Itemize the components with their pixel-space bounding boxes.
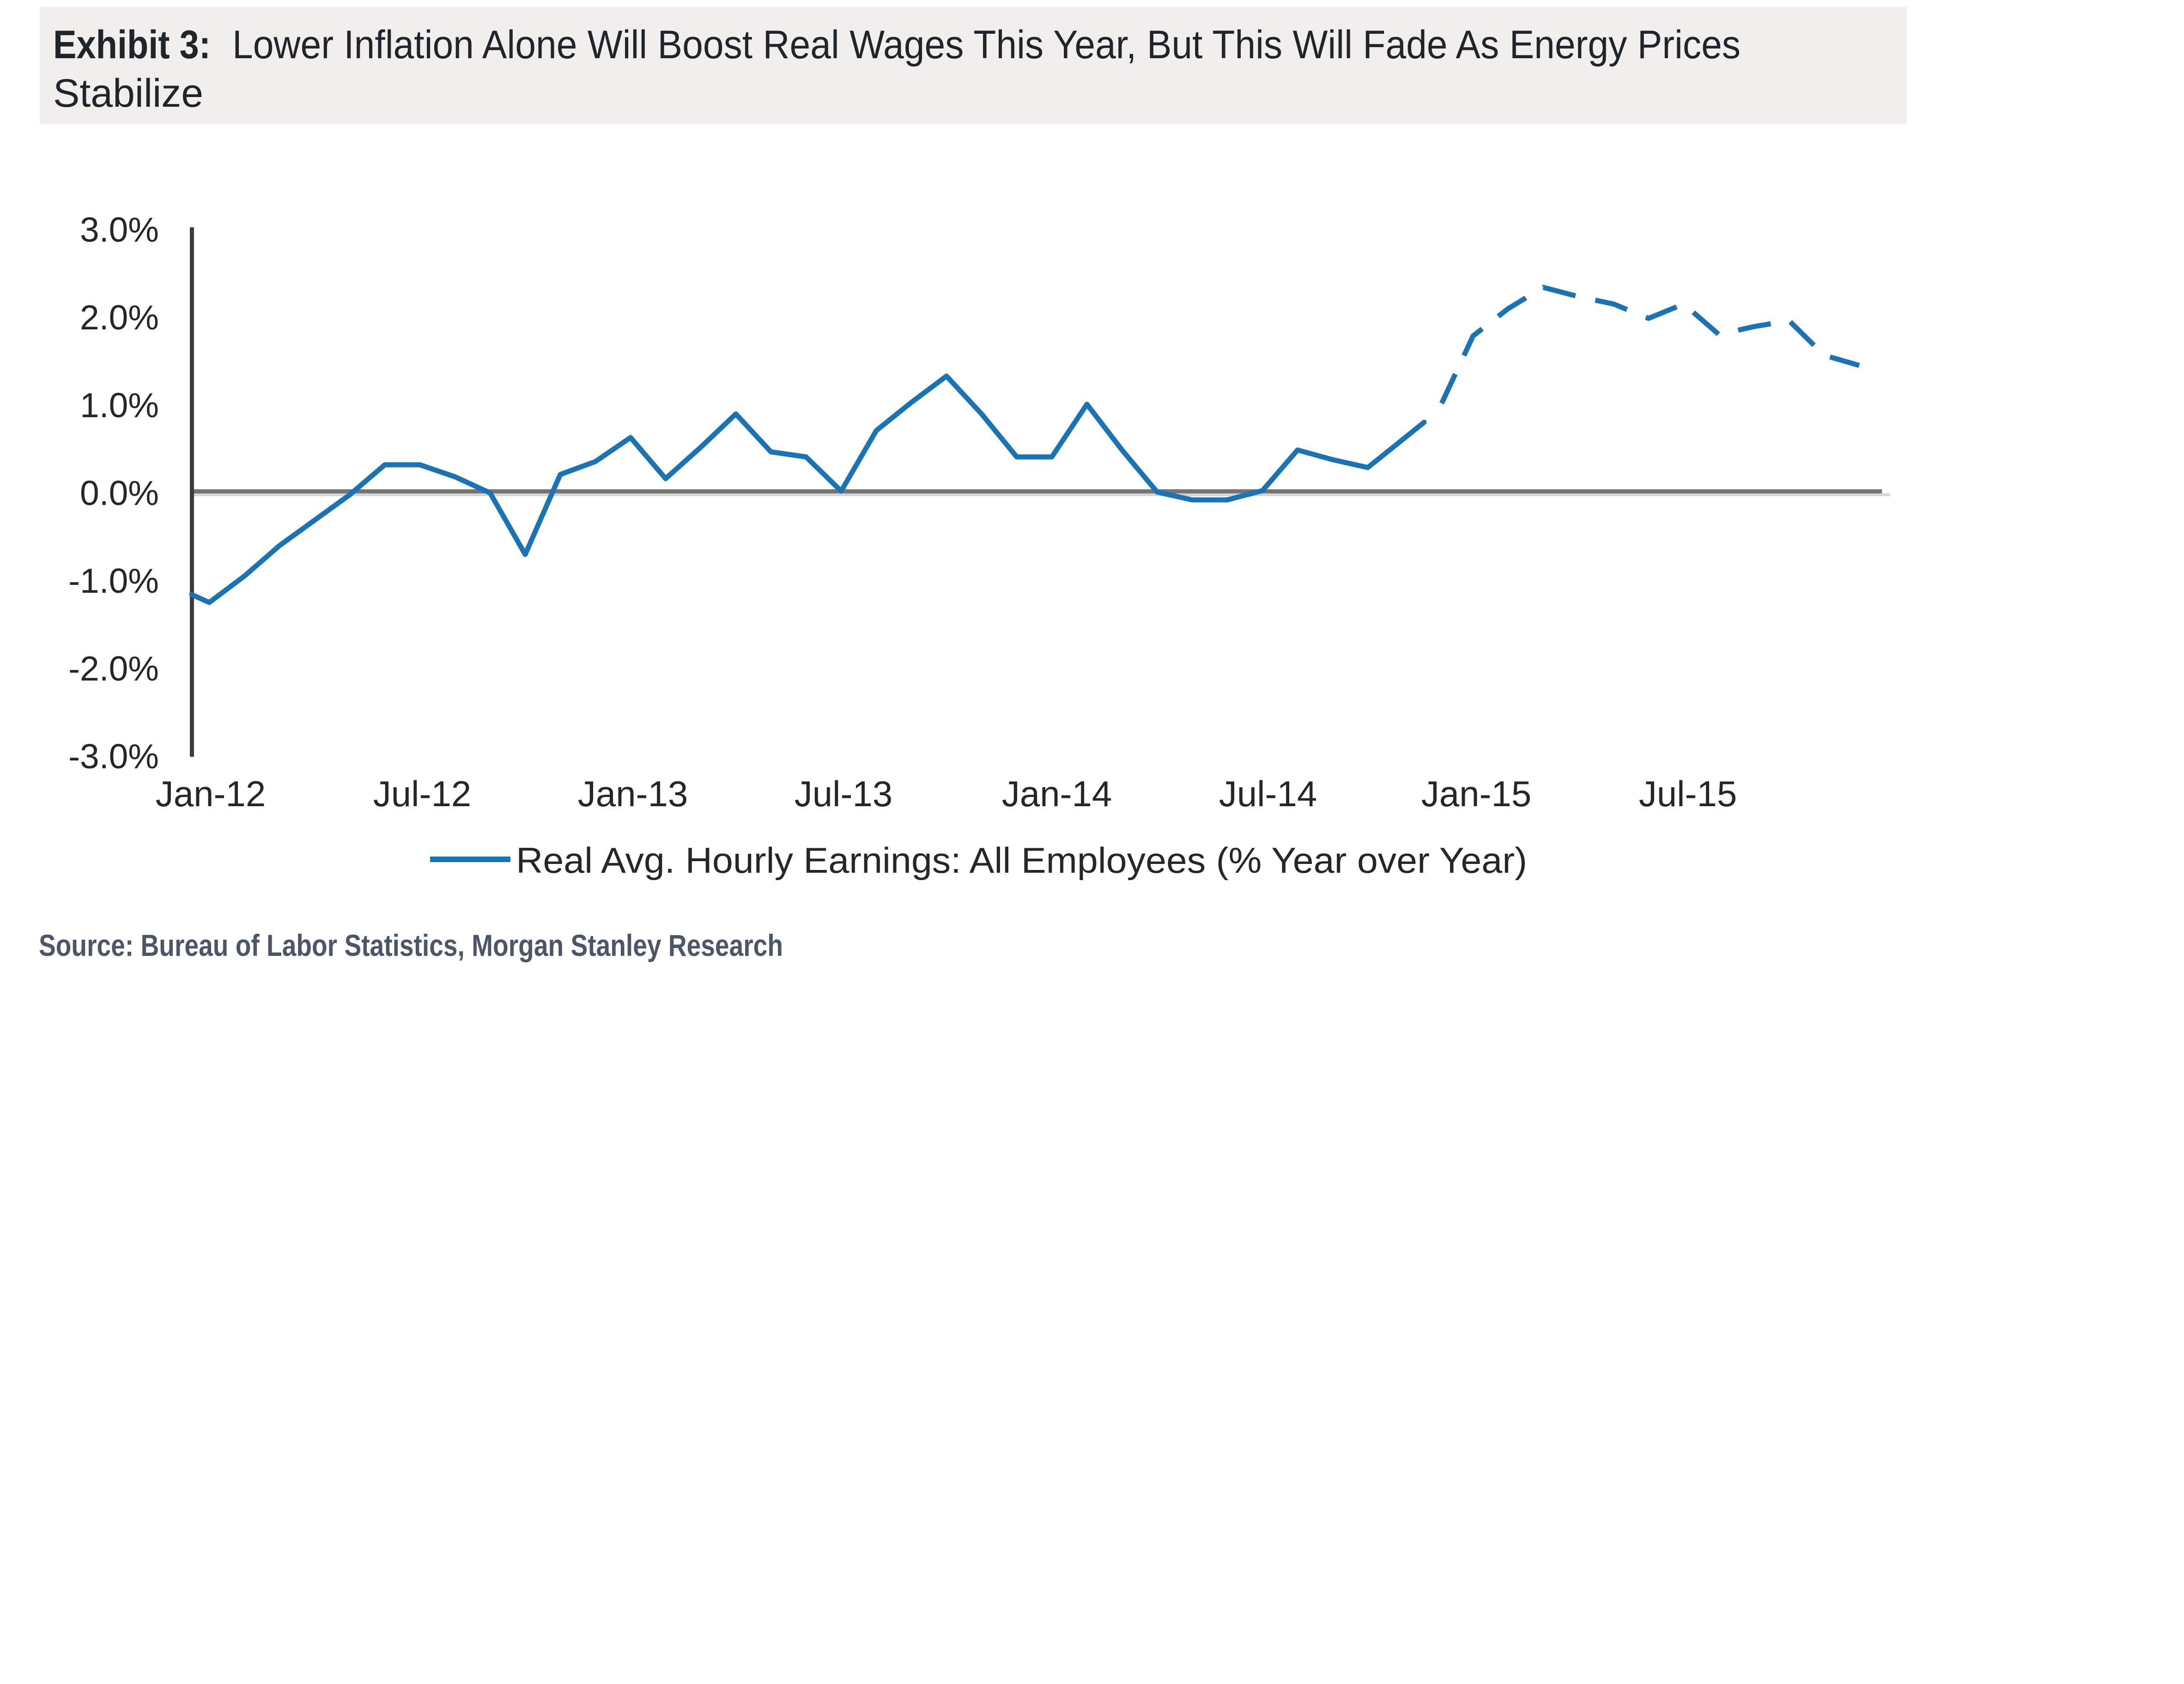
svg-text:Source: Bureau of Labor Statis: Source: Bureau of Labor Statistics, Morg… — [39, 929, 783, 963]
svg-text:Real Avg. Hourly Earnings: All: Real Avg. Hourly Earnings: All Employees… — [516, 840, 1527, 881]
svg-text:Jul-15: Jul-15 — [1639, 773, 1737, 814]
svg-text:0.0%: 0.0% — [80, 474, 159, 512]
svg-text:-2.0%: -2.0% — [68, 649, 159, 688]
svg-text:Jul-13: Jul-13 — [795, 773, 892, 814]
svg-text:-1.0%: -1.0% — [68, 561, 159, 600]
svg-text:3.0%: 3.0% — [80, 210, 159, 249]
svg-text:Jul-12: Jul-12 — [373, 773, 471, 814]
svg-text:1.0%: 1.0% — [80, 386, 159, 425]
svg-text:Jan-13: Jan-13 — [578, 773, 688, 814]
svg-text:2.0%: 2.0% — [80, 298, 159, 337]
svg-text:Jan-15: Jan-15 — [1421, 773, 1532, 814]
svg-text:Jul-14: Jul-14 — [1219, 773, 1317, 814]
svg-text:Exhibit 3:: Exhibit 3: — [53, 23, 211, 67]
svg-text:Stabilize: Stabilize — [53, 71, 203, 116]
svg-text:-3.0%: -3.0% — [68, 737, 159, 776]
svg-text:Jan-14: Jan-14 — [1002, 773, 1112, 814]
svg-text:Lower Inflation Alone Will Boo: Lower Inflation Alone Will Boost Real Wa… — [232, 23, 1741, 67]
svg-text:Jan-12: Jan-12 — [156, 773, 266, 814]
